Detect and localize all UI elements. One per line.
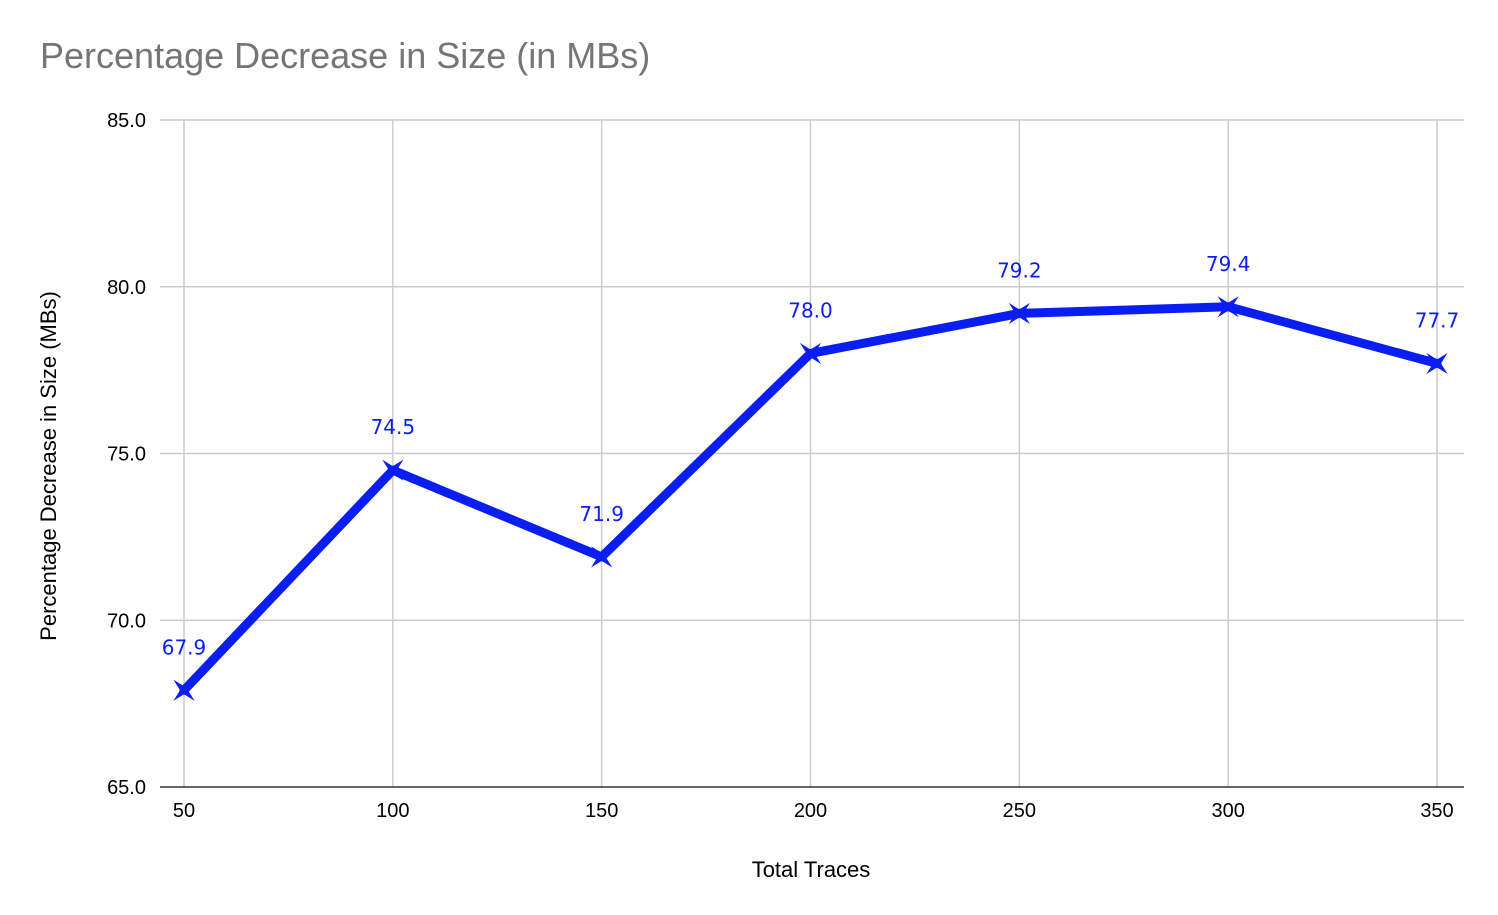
data-label: 78.0	[788, 298, 833, 322]
x-axis-label: Total Traces	[752, 857, 871, 882]
y-tick-label: 85.0	[107, 110, 146, 132]
y-tick-label: 75.0	[107, 444, 146, 466]
data-label: 71.9	[579, 502, 624, 526]
data-point-marker	[799, 342, 822, 365]
data-label: 77.7	[1415, 308, 1460, 332]
data-point-marker	[1217, 296, 1239, 318]
data-point-marker	[1008, 302, 1030, 325]
data-label: 74.5	[371, 415, 416, 439]
markers	[173, 296, 1448, 701]
x-tick-label: 350	[1420, 800, 1453, 822]
data-label: 67.9	[162, 635, 207, 659]
data-point-marker	[173, 679, 195, 701]
x-tick-label: 100	[376, 800, 409, 822]
y-tick-label: 80.0	[107, 277, 146, 299]
data-label: 79.4	[1206, 252, 1251, 276]
data-labels: 67.9 74.5 71.9 78.0 79.2 79.4 77.7	[162, 252, 1460, 660]
y-tick-label: 70.0	[107, 610, 146, 632]
data-point-marker	[382, 459, 404, 481]
chart-title: Percentage Decrease in Size (in MBs)	[40, 35, 650, 76]
x-tick-label: 50	[173, 800, 195, 822]
x-tick-label: 300	[1211, 800, 1244, 822]
x-tick-labels: 50 100 150 200 250 300 350	[173, 800, 1454, 822]
x-tick-label: 150	[585, 800, 618, 822]
y-tick-labels: 65.0 70.0 75.0 80.0 85.0	[107, 110, 146, 799]
x-tick-label: 250	[1003, 800, 1036, 822]
data-point-marker	[591, 546, 613, 568]
data-point-marker	[1426, 352, 1448, 375]
x-tick-label: 200	[794, 800, 827, 822]
y-tick-label: 65.0	[107, 777, 146, 799]
y-axis-label: Percentage Decrease in Size (MBs)	[36, 291, 61, 641]
gridlines	[160, 119, 1464, 787]
data-label: 79.2	[997, 258, 1042, 282]
